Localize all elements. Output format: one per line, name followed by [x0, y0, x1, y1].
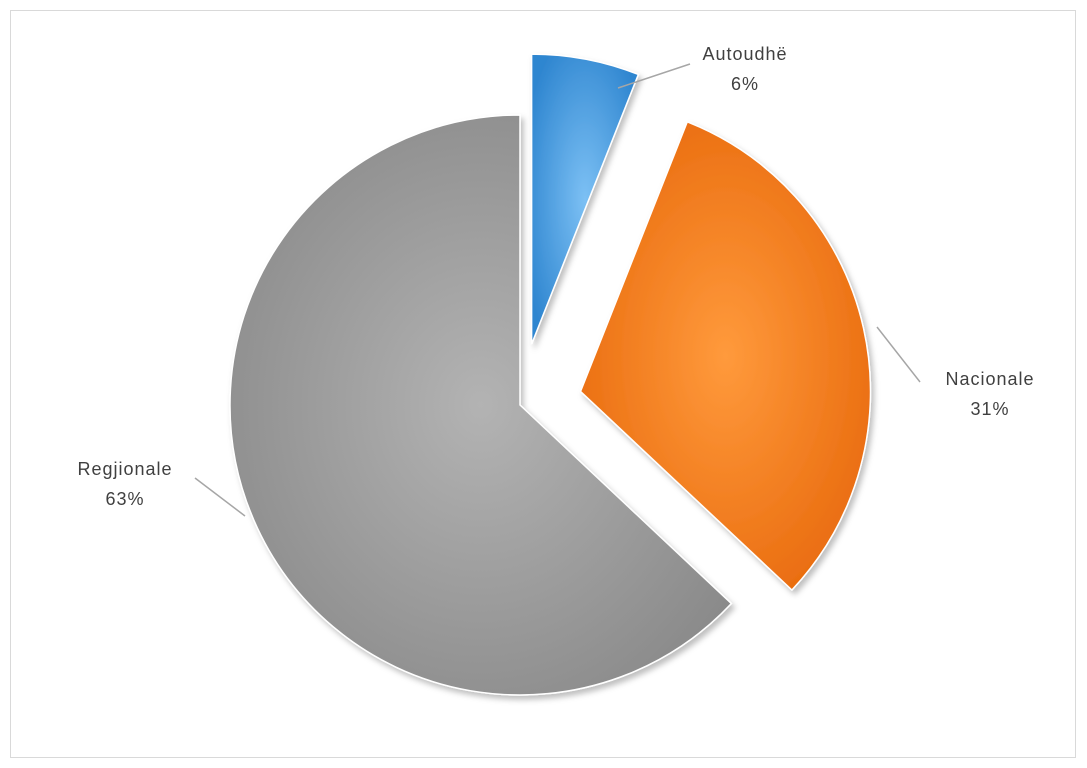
data-label-category: Nacionale [945, 369, 1034, 389]
leader-line [617, 63, 691, 89]
pie-slice-regjionale [229, 114, 733, 696]
leader-line [876, 326, 921, 383]
data-label-category: Regjionale [77, 459, 172, 479]
pie-slice-autoudh- [530, 53, 640, 345]
pie-slice-nacionale [579, 120, 872, 592]
data-label-percent: 31% [970, 399, 1009, 419]
data-label-percent: 63% [105, 489, 144, 509]
data-label-percent: 6% [731, 74, 759, 94]
data-label-category: Autoudhë [702, 44, 787, 64]
leader-line [194, 477, 246, 517]
